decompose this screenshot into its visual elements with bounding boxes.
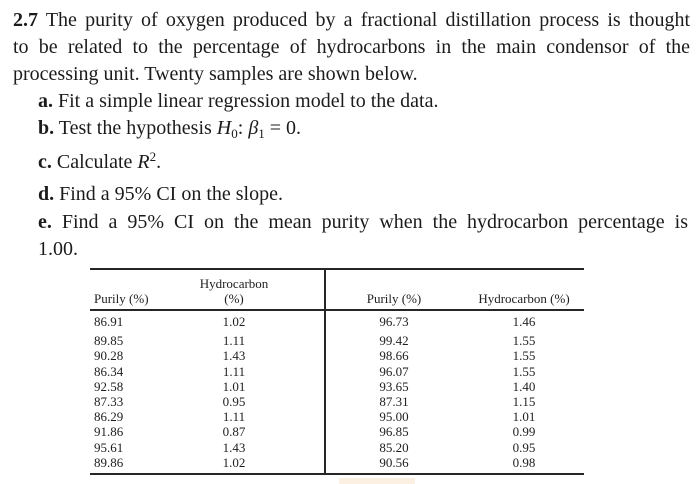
hypothesis-H-subscript: 0: [231, 126, 238, 141]
table-row: 87.33 0.95 87.31 1.15: [90, 394, 584, 409]
cell-purity-right: 96.73: [379, 314, 409, 329]
table-row: 92.58 1.01 93.65 1.40: [90, 379, 584, 394]
beta-subscript: 1: [258, 126, 265, 141]
table-row: 86.34 1.11 96.07 1.55: [90, 364, 584, 379]
task-text-d: Find a 95% CI on the slope.: [59, 183, 283, 205]
data-table: Purily (%) Hydrocarbon (%) Purily (%) Hy…: [90, 268, 584, 475]
cell-purity-right: 93.65: [379, 378, 409, 394]
task-text-b-suffix: = 0.: [264, 117, 302, 139]
cell-hydrocarbon-right: 1.55: [512, 348, 536, 364]
table-row: 95.61 1.43 85.20 0.95: [90, 440, 584, 455]
task-label-e: e.: [38, 211, 52, 233]
cell-purity-left: 90.28: [94, 348, 124, 364]
statement-line-2: to be related to the percentage of hydro…: [13, 36, 690, 58]
task-item-c: c. Calculate R2.: [38, 149, 690, 176]
table-row: 86.91 1.02 96.73 1.46: [90, 314, 584, 329]
task-item-e: e. Find a 95% CI on the mean purity when…: [38, 209, 690, 263]
cell-purity-left: 87.33: [94, 393, 124, 409]
cell-purity-right: 87.31: [379, 393, 409, 409]
cell-hydrocarbon-left: 1.11: [222, 363, 246, 379]
task-label-a: a.: [38, 90, 53, 112]
task-text-e-line2: 1.00.: [38, 238, 78, 260]
task-list: a. Fit a simple linear regression model …: [38, 88, 690, 263]
table-row: 89.86 1.02 90.56 0.98: [90, 455, 584, 470]
cell-hydrocarbon-left: 1.01: [222, 378, 246, 394]
task-text-a: Fit a simple linear regression model to …: [58, 90, 439, 112]
table-header-left-half: Purily (%) Hydrocarbon (%): [90, 276, 324, 306]
statement-line-3: processing unit. Twenty samples are show…: [13, 63, 418, 85]
cell-hydrocarbon-left: 1.43: [222, 439, 246, 455]
cell-purity-right: 96.07: [379, 363, 409, 379]
table-row: 89.85 1.11 99.42 1.55: [90, 333, 584, 348]
cell-hydrocarbon-right: 1.15: [512, 393, 536, 409]
cell-hydrocarbon-left: 1.02: [222, 314, 246, 329]
table-header-right-half: Purily (%) Hydrocarbon (%): [324, 291, 584, 306]
cell-hydrocarbon-right: 0.99: [512, 424, 536, 440]
table-body: 86.91 1.02 96.73 1.46 89.85 1.11 99.42 1.55 …: [90, 311, 584, 473]
column-header-hydrocarbon-left: Hydrocarbon (%): [182, 276, 286, 306]
hypothesis-H-symbol: H: [216, 117, 232, 139]
cell-hydrocarbon-right: 0.98: [512, 454, 536, 470]
problem-statement: 2.7 The purity of oxygen produced by a f…: [13, 7, 690, 88]
column-header-purity-right: Purily (%): [366, 291, 422, 306]
cell-purity-left: 92.58: [94, 378, 124, 394]
table-vertical-divider: [324, 270, 326, 473]
cell-hydrocarbon-right: 1.55: [512, 333, 536, 349]
cell-hydrocarbon-right: 0.95: [512, 439, 536, 455]
table-row: 91.86 0.87 96.85 0.99: [90, 424, 584, 439]
statement-line-1: 2.7 The purity of oxygen produced by a f…: [13, 7, 690, 34]
statement-line-1-text: The purity of oxygen produced by a fract…: [45, 9, 690, 31]
R-symbol: R: [137, 151, 150, 173]
column-header-hydrocarbon-right: Hydrocarbon (%): [478, 291, 570, 306]
cell-purity-right: 98.66: [379, 348, 409, 364]
task-label-d: d.: [38, 183, 55, 205]
cell-purity-left: 95.61: [94, 439, 124, 455]
cell-hydrocarbon-left: 1.11: [222, 409, 246, 425]
table-header-row: Purily (%) Hydrocarbon (%) Purily (%) Hy…: [90, 270, 584, 311]
column-header-hydrocarbon-left-line1: Hydrocarbon: [199, 276, 269, 291]
cell-hydrocarbon-left: 0.87: [222, 424, 246, 440]
task-item-b: b. Test the hypothesis H0: β1 = 0.: [38, 115, 690, 142]
cell-hydrocarbon-right: 1.46: [512, 314, 536, 329]
scan-highlight-artifact: [339, 478, 415, 484]
column-header-purity-left: Purily (%): [94, 291, 149, 306]
cell-hydrocarbon-right: 1.40: [512, 378, 536, 394]
task-label-c: c.: [38, 151, 52, 173]
R-superscript: 2: [149, 149, 157, 164]
cell-purity-right: 99.42: [379, 333, 409, 349]
cell-hydrocarbon-left: 1.43: [222, 348, 246, 364]
cell-hydrocarbon-left: 1.11: [222, 333, 246, 349]
cell-purity-left: 89.85: [94, 333, 124, 349]
task-item-a: a. Fit a simple linear regression model …: [38, 88, 690, 115]
task-text-c-prefix: Calculate: [56, 151, 138, 173]
task-text-b-colon: :: [237, 117, 249, 139]
cell-hydrocarbon-left: 0.95: [222, 393, 246, 409]
task-text-e-line1: Find a 95% CI on the mean purity when th…: [61, 211, 688, 233]
table-row: 86.29 1.11 95.00 1.01: [90, 409, 584, 424]
cell-purity-left: 91.86: [94, 424, 124, 440]
cell-purity-right: 96.85: [379, 424, 409, 440]
cell-purity-right: 95.00: [379, 409, 409, 425]
cell-purity-left: 89.86: [94, 454, 124, 470]
task-text-c-suffix: .: [156, 151, 162, 173]
cell-purity-right: 85.20: [379, 439, 409, 455]
task-label-b: b.: [38, 117, 55, 139]
cell-hydrocarbon-right: 1.01: [512, 409, 536, 425]
column-header-hydrocarbon-left-line2: (%): [224, 291, 244, 306]
task-e-line-1: e. Find a 95% CI on the mean purity when…: [38, 209, 688, 236]
cell-purity-left: 86.29: [94, 409, 124, 425]
cell-purity-left: 86.34: [94, 363, 124, 379]
task-text-b-prefix: Test the hypothesis: [58, 117, 217, 139]
cell-purity-left: 86.91: [94, 314, 124, 329]
task-item-d: d. Find a 95% CI on the slope.: [38, 181, 690, 208]
table-row: 90.28 1.43 98.66 1.55: [90, 348, 584, 363]
problem-number: 2.7: [13, 9, 38, 31]
cell-purity-right: 90.56: [379, 454, 409, 470]
beta-symbol: β: [248, 117, 259, 139]
cell-hydrocarbon-left: 1.02: [222, 454, 246, 470]
cell-hydrocarbon-right: 1.55: [512, 363, 536, 379]
